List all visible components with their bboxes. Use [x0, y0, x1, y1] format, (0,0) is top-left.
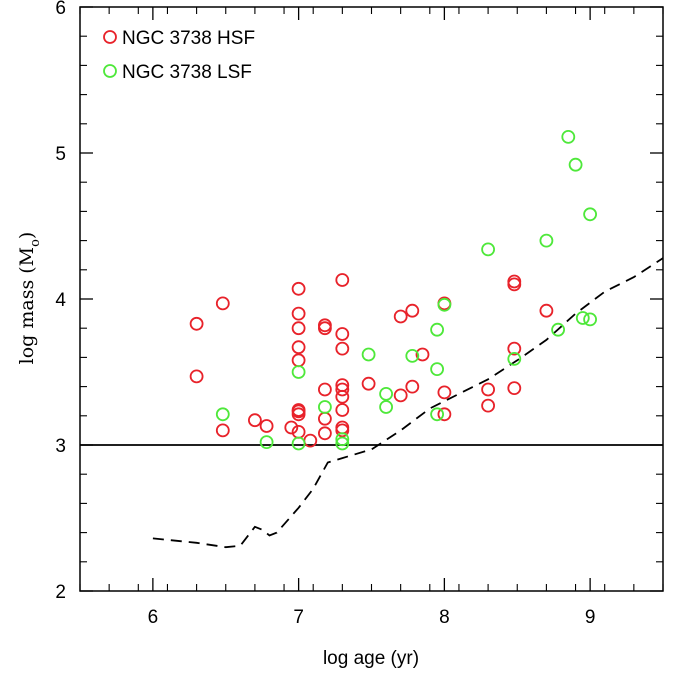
data-point-hsf	[335, 341, 350, 356]
data-point-lsf	[539, 233, 554, 248]
legend-label-hsf: NGC 3738 HSF	[122, 28, 255, 49]
data-point-lsf	[481, 242, 496, 257]
data-point-hsf	[291, 407, 306, 422]
data-point-hsf	[437, 407, 452, 422]
data-point-hsf	[335, 389, 350, 404]
data-point-hsf	[317, 382, 332, 397]
data-point-lsf	[583, 207, 597, 222]
data-point-hsf	[393, 309, 408, 324]
data-point-hsf	[335, 327, 350, 341]
data-point-hsf	[284, 420, 299, 435]
data-point-lsf	[575, 311, 590, 325]
data-point-hsf	[393, 388, 408, 403]
data-point-lsf	[430, 407, 445, 422]
x-tick-label: 8	[439, 607, 450, 628]
plot-frame	[79, 6, 664, 592]
data-point-lsf	[379, 400, 394, 414]
data-point-lsf	[437, 297, 452, 312]
data-point-hsf	[437, 385, 452, 400]
data-point-hsf	[317, 321, 332, 336]
data-point-lsf	[561, 129, 576, 144]
data-point-lsf	[430, 362, 445, 377]
data-point-hsf	[317, 426, 332, 441]
data-point-hsf	[189, 369, 204, 384]
data-point-lsf	[317, 400, 332, 414]
legend-marker-lsf	[103, 64, 117, 78]
data-point-hsf	[507, 341, 522, 356]
legend: NGC 3738 HSF NGC 3738 LSF	[103, 28, 255, 83]
data-point-hsf	[335, 273, 350, 287]
y-axis-title: log mass (Mo)	[16, 232, 43, 365]
data-point-lsf	[361, 347, 376, 362]
x-axis-title: log age (yr)	[323, 648, 419, 669]
data-point-hsf	[189, 316, 204, 331]
legend-marker-hsf	[103, 30, 117, 44]
data-point-hsf	[291, 353, 306, 368]
data-point-hsf	[539, 303, 554, 318]
data-point-lsf	[507, 351, 522, 366]
x-tick-label: 9	[585, 607, 596, 628]
data-point-lsf	[335, 432, 350, 447]
data-point-hsf	[215, 296, 230, 311]
data-point-hsf	[405, 379, 420, 394]
data-point-hsf	[507, 381, 522, 396]
data-point-hsf	[481, 382, 496, 397]
data-point-hsf	[405, 303, 420, 318]
y-tick-label: 4	[55, 290, 66, 311]
y-tick-label: 3	[55, 436, 66, 457]
data-point-hsf	[335, 382, 350, 397]
data-point-lsf	[291, 436, 306, 451]
data-point-lsf	[568, 157, 583, 172]
y-tick-label: 5	[55, 144, 66, 165]
data-point-hsf	[291, 321, 306, 336]
data-point-hsf	[317, 411, 332, 426]
data-point-hsf	[507, 277, 522, 292]
data-point-lsf	[215, 407, 230, 422]
data-point-lsf	[430, 322, 445, 337]
data-point-hsf	[335, 423, 350, 438]
data-point-lsf	[291, 365, 306, 379]
data-point-lsf	[379, 386, 394, 401]
y-tick-label: 6	[55, 0, 66, 19]
data-point-lsf	[583, 312, 597, 327]
data-point-lsf	[551, 322, 565, 337]
data-point-hsf	[361, 376, 376, 391]
legend-label-lsf: NGC 3738 LSF	[122, 62, 252, 83]
data-point-hsf	[247, 413, 262, 428]
data-point-hsf	[215, 423, 230, 438]
data-point-hsf	[291, 281, 306, 296]
data-point-hsf	[335, 403, 350, 417]
data-point-lsf	[259, 435, 274, 450]
x-tick-label: 7	[293, 607, 304, 628]
data-point-hsf	[291, 340, 306, 355]
data-point-hsf	[481, 398, 496, 413]
y-tick-label: 2	[55, 582, 66, 603]
data-point-hsf	[415, 347, 430, 362]
data-point-hsf	[291, 306, 306, 321]
dashed-curve	[152, 257, 664, 549]
data-point-lsf	[335, 436, 350, 451]
data-point-lsf	[405, 348, 420, 363]
x-tick-label: 6	[148, 607, 159, 628]
data-point-hsf	[259, 419, 274, 433]
